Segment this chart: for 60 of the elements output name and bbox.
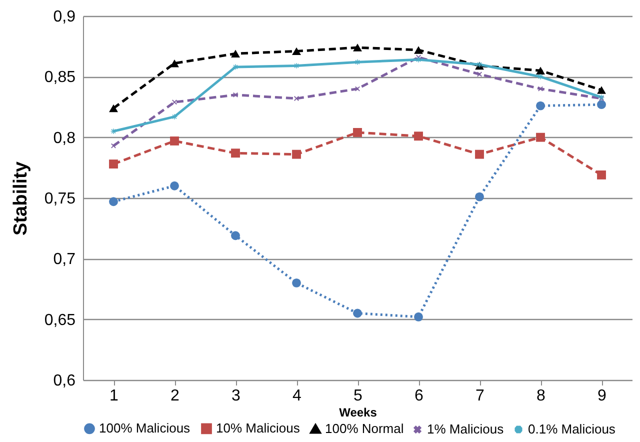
y-tick-label: 0,6 xyxy=(53,372,76,390)
point xyxy=(414,132,423,141)
point xyxy=(476,62,482,68)
point xyxy=(109,197,118,206)
point xyxy=(597,170,606,180)
y-tick-label: 0,85 xyxy=(44,69,76,86)
y-tick-label: 0,7 xyxy=(53,251,76,268)
y-tick-label: 0,75 xyxy=(44,190,76,208)
point xyxy=(475,192,484,202)
x-tick-label: 8 xyxy=(536,388,546,404)
point xyxy=(414,312,423,322)
point xyxy=(294,96,299,101)
legend-label: 0.1% Malicious xyxy=(528,421,616,436)
point xyxy=(110,128,116,134)
point xyxy=(414,46,423,54)
y-tick-label: 0,8 xyxy=(53,130,76,147)
point xyxy=(597,100,606,110)
point xyxy=(353,308,362,318)
y-tick-label: 0,65 xyxy=(44,312,76,329)
point xyxy=(231,148,240,158)
point xyxy=(292,47,301,56)
point xyxy=(353,44,362,52)
x-axis-title: Weeks xyxy=(339,406,378,420)
point xyxy=(538,74,544,80)
point xyxy=(170,181,179,190)
point xyxy=(475,150,484,159)
point xyxy=(536,132,545,142)
point xyxy=(172,100,177,105)
point xyxy=(536,101,545,110)
point xyxy=(536,66,545,74)
point xyxy=(170,59,179,68)
x-tick-label: 3 xyxy=(232,388,241,404)
point xyxy=(597,86,606,94)
point xyxy=(294,63,300,68)
point xyxy=(109,160,118,168)
point xyxy=(354,59,360,65)
point xyxy=(231,50,240,58)
point xyxy=(353,128,362,137)
point xyxy=(231,231,240,240)
point xyxy=(172,114,178,120)
x-tick-label: 6 xyxy=(414,388,424,404)
x-tick-label: 9 xyxy=(598,388,607,404)
y-axis-title: Stability xyxy=(10,161,32,236)
point xyxy=(109,104,118,112)
point xyxy=(233,92,238,98)
legend-label: 1% Malicious xyxy=(427,422,504,437)
x-tick-label: 1 xyxy=(110,388,119,404)
point xyxy=(292,150,301,159)
y-tick-label: 0,9 xyxy=(53,8,76,26)
point xyxy=(232,64,238,70)
point xyxy=(292,278,301,288)
legend-label: 100% Malicious xyxy=(99,420,191,436)
point xyxy=(170,136,179,146)
x-tick-label: 4 xyxy=(292,388,302,404)
x-tick-label: 2 xyxy=(170,388,180,404)
legend-label: 10% Malicious xyxy=(216,420,300,436)
legend-label: 100% Normal xyxy=(325,420,404,436)
point xyxy=(416,56,422,62)
x-tick-label: 7 xyxy=(476,388,485,404)
x-tick-label: 5 xyxy=(354,388,363,404)
